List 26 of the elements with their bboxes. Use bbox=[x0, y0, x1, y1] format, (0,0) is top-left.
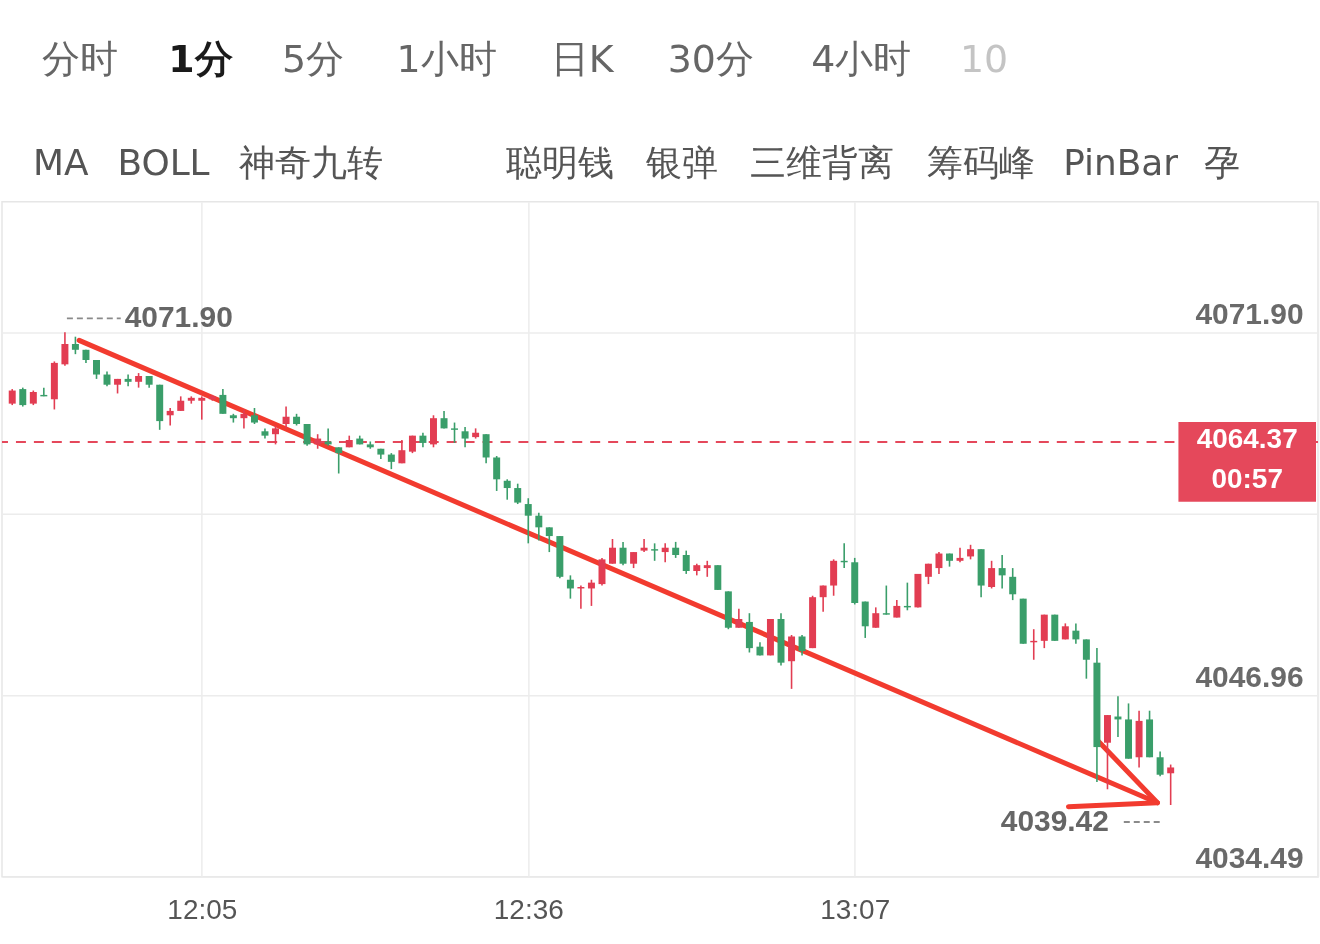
text: 4小时 bbox=[811, 37, 912, 82]
text: 5分 bbox=[282, 37, 345, 82]
text: 10 bbox=[959, 37, 1009, 82]
x-tick-label: 12:05 bbox=[167, 894, 238, 926]
text: 筹码峰 bbox=[927, 141, 1036, 183]
text: 聪明钱 bbox=[506, 141, 615, 183]
ref-line-label: 4064.37 00:57 bbox=[1196, 422, 1298, 494]
text: 30分 bbox=[667, 37, 754, 82]
x-tick-label: 13:07 bbox=[820, 894, 891, 926]
text: 银弹 bbox=[644, 141, 718, 183]
annotation: 4071.90 bbox=[124, 300, 233, 334]
x-tick-label: 12:36 bbox=[493, 894, 564, 926]
text: 1分 bbox=[168, 37, 233, 82]
text: MA bbox=[33, 141, 90, 183]
text: 分时 bbox=[41, 37, 118, 82]
text: 神奇九转 bbox=[239, 141, 384, 183]
text: 日K bbox=[550, 37, 615, 82]
text: 1小时 bbox=[396, 37, 497, 82]
text: 三维背离 bbox=[749, 141, 894, 183]
y-tick-label: 4071.90 bbox=[1195, 296, 1304, 330]
text: PinBar bbox=[1063, 141, 1179, 183]
annotation: 4039.42 bbox=[1000, 803, 1109, 837]
y-tick-label: 4046.96 bbox=[1195, 659, 1304, 693]
text: 孕 bbox=[1204, 141, 1241, 183]
y-tick-label: 4034.49 bbox=[1195, 841, 1304, 875]
text: BOLL bbox=[117, 141, 210, 183]
